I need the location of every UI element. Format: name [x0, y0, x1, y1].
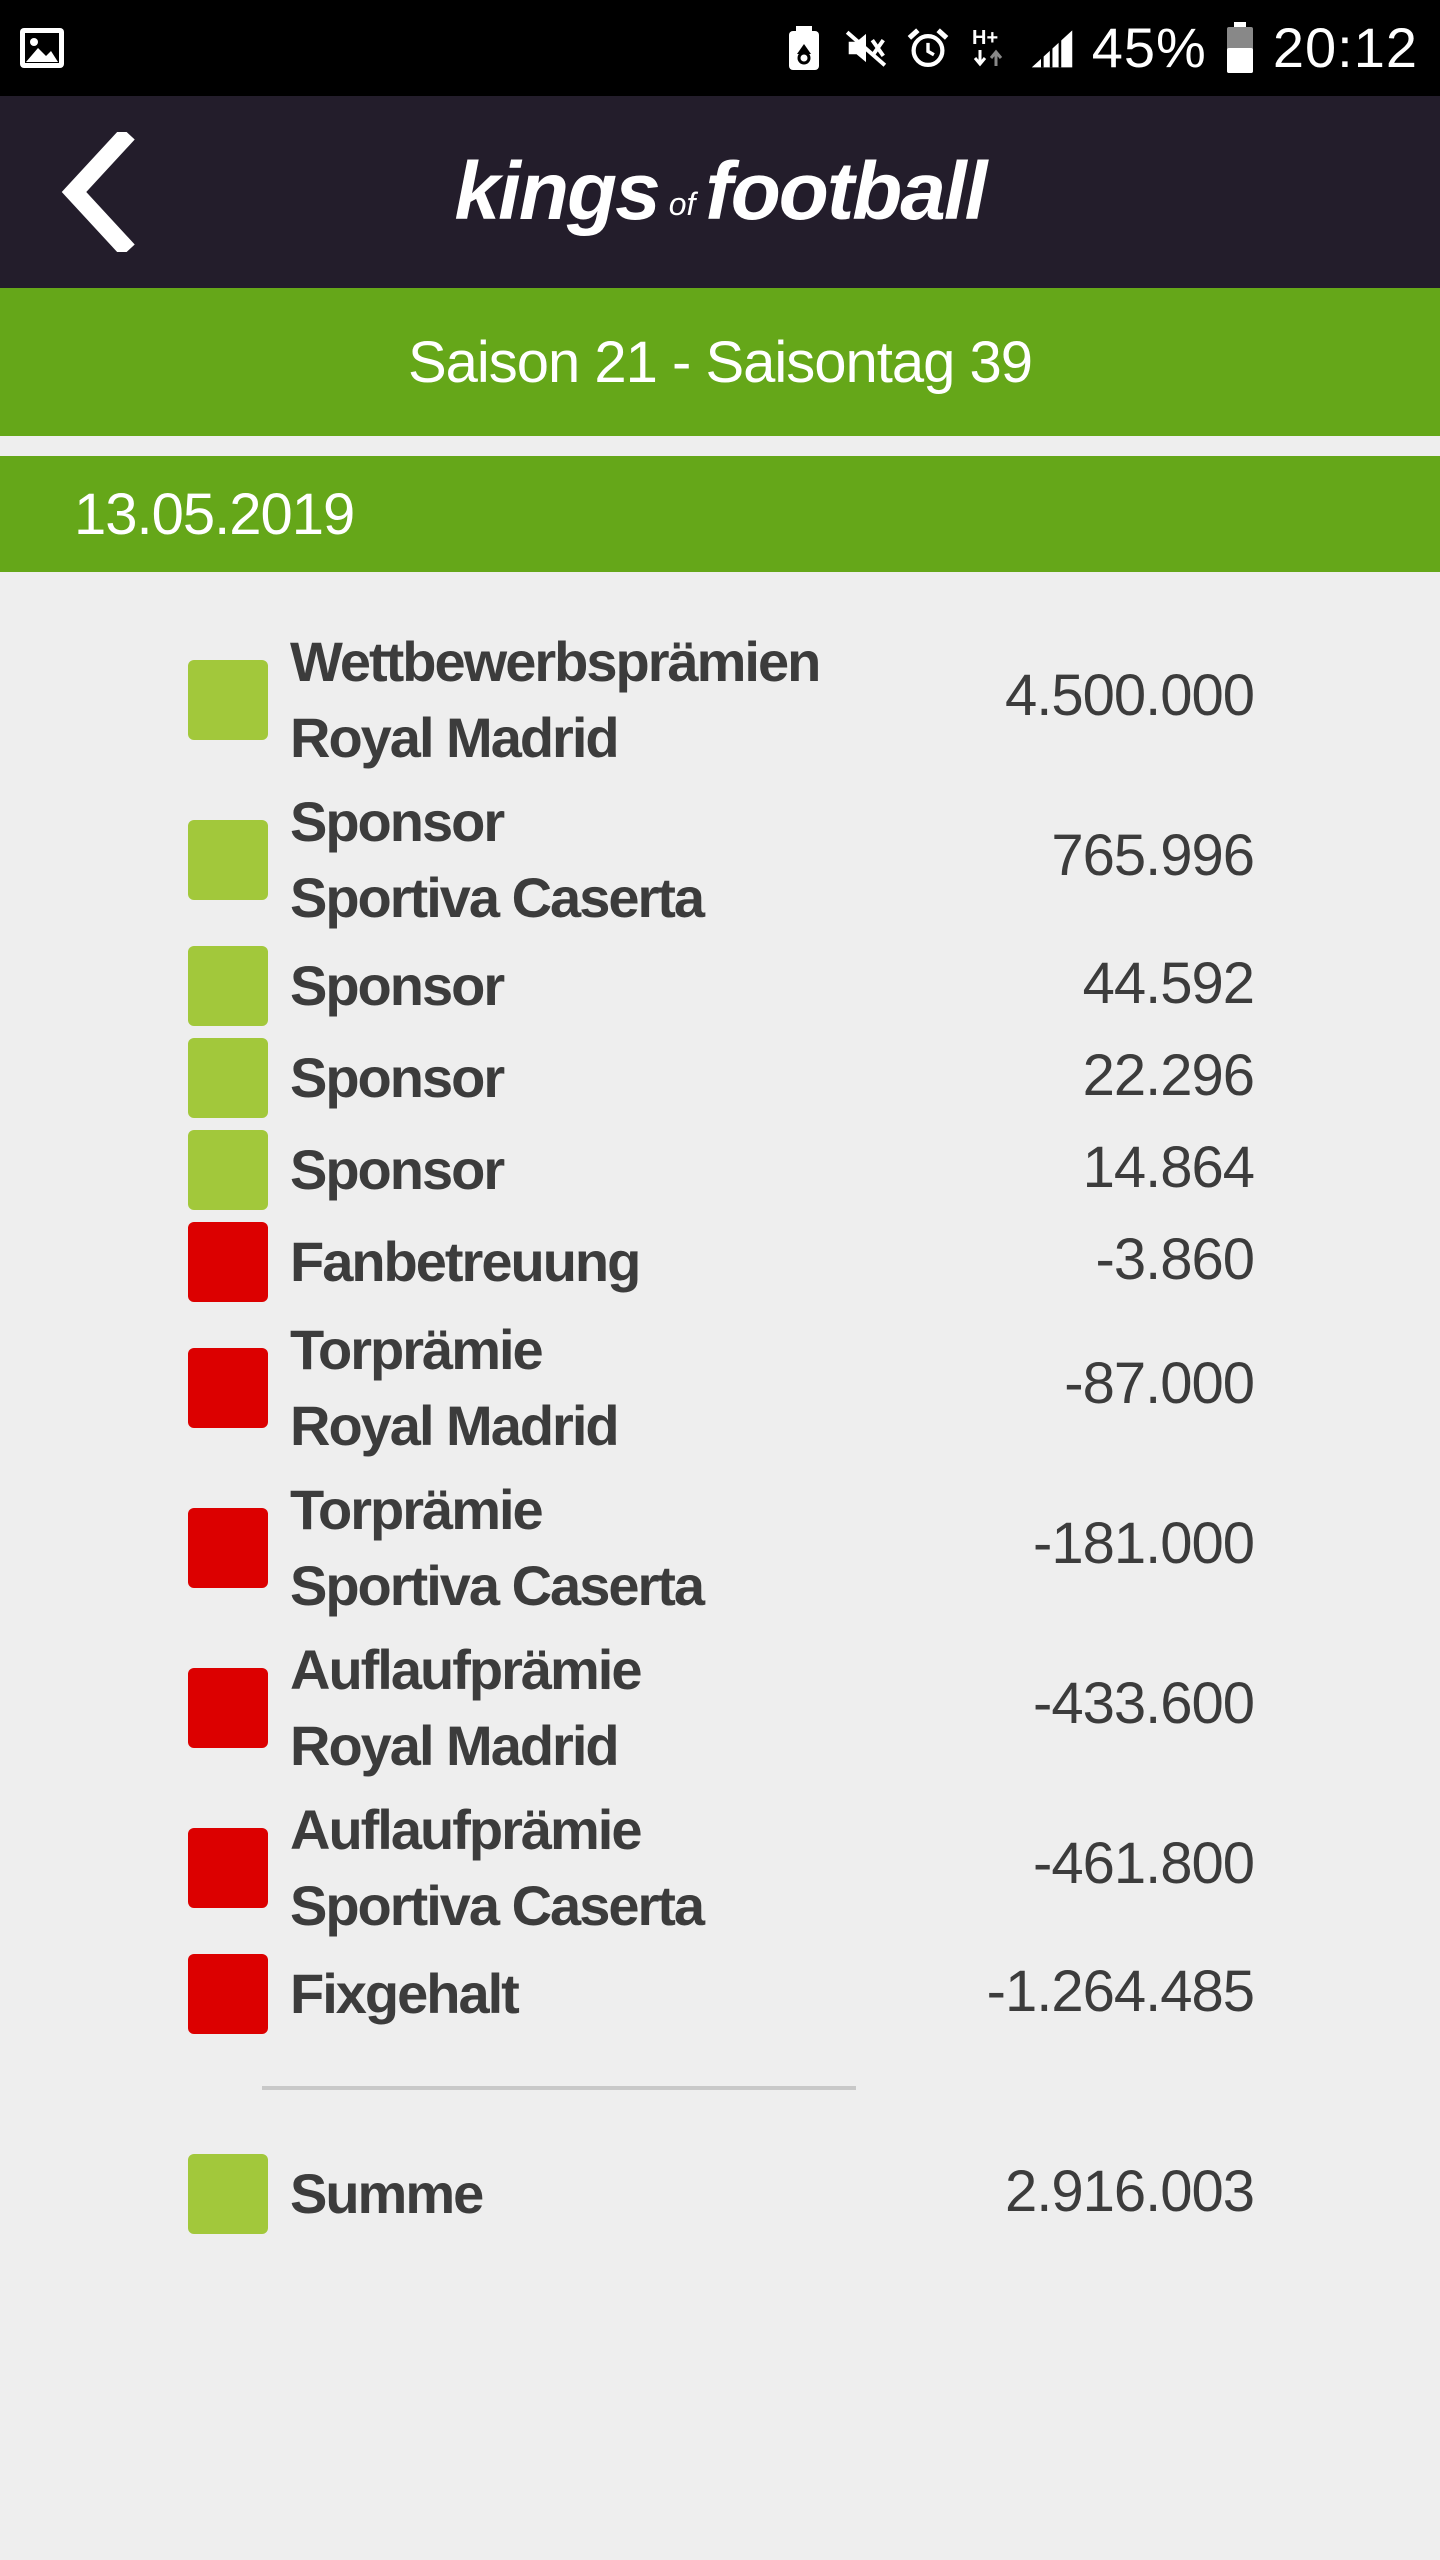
- entry-label: Sponsor: [290, 948, 505, 1024]
- entry-title: Torprämie: [290, 1478, 544, 1541]
- entry-title: Auflaufprämie: [290, 1638, 642, 1701]
- expense-marker: [188, 1668, 268, 1748]
- entry-label: Sponsor Sportiva Caserta: [290, 784, 705, 936]
- entry-label: Fanbetreuung: [290, 1224, 641, 1300]
- entry-label: Auflaufprämie Sportiva Caserta: [290, 1792, 705, 1944]
- entry-subtitle: Sportiva Caserta: [290, 866, 705, 929]
- expense-marker: [188, 1222, 268, 1302]
- entry-title: Torprämie: [290, 1318, 544, 1381]
- expense-marker: [188, 1508, 268, 1588]
- entry-title: Sponsor: [290, 790, 505, 853]
- sum-row: Summe 2.916.003: [0, 2148, 1440, 2240]
- entry-amount: -3.860: [1095, 1227, 1255, 1292]
- entry-amount: -461.800: [1033, 1831, 1255, 1896]
- income-marker: [188, 1130, 268, 1210]
- list-item: Torprämie Sportiva Caserta -181.000: [0, 1468, 1440, 1628]
- entry-subtitle: Royal Madrid: [290, 706, 620, 769]
- sum-divider: [262, 2086, 856, 2090]
- date-header: 13.05.2019: [0, 456, 1440, 572]
- list-item: Fanbetreuung -3.860: [0, 1216, 1440, 1308]
- logo-text-kings: kings: [454, 146, 661, 237]
- network-hplus-icon: H+: [968, 24, 1012, 72]
- list-item: Auflaufprämie Royal Madrid -433.600: [0, 1628, 1440, 1788]
- entry-label: Torprämie Sportiva Caserta: [290, 1472, 705, 1624]
- entry-amount: 14.864: [1082, 1135, 1255, 1200]
- list-item: Sponsor 44.592: [0, 940, 1440, 1032]
- gallery-icon: [18, 24, 66, 72]
- entry-subtitle: Royal Madrid: [290, 1394, 620, 1457]
- entry-label: Fixgehalt: [290, 1956, 520, 2032]
- income-marker: [188, 946, 268, 1026]
- sum-label: Summe: [290, 2156, 484, 2232]
- list-item: Sponsor Sportiva Caserta 765.996: [0, 780, 1440, 940]
- expense-marker: [188, 1348, 268, 1428]
- logo-text-of: of: [668, 185, 696, 222]
- app-header: kings of football: [0, 96, 1440, 288]
- clock: 20:12: [1272, 16, 1418, 79]
- entry-title: Fixgehalt: [290, 1962, 520, 2025]
- list-item: Sponsor 22.296: [0, 1032, 1440, 1124]
- entry-label: Torprämie Royal Madrid: [290, 1312, 620, 1464]
- entry-amount: -181.000: [1033, 1511, 1255, 1576]
- svg-text:H+: H+: [972, 27, 998, 49]
- list-item: Sponsor 14.864: [0, 1124, 1440, 1216]
- entry-label: Sponsor: [290, 1132, 505, 1208]
- back-button[interactable]: [40, 126, 160, 258]
- entry-title: Sponsor: [290, 954, 505, 1017]
- finance-list: Wettbewerbsprämien Royal Madrid 4.500.00…: [0, 620, 1440, 2040]
- entry-amount: 22.296: [1082, 1043, 1255, 1108]
- signal-icon: [1030, 24, 1074, 72]
- list-item: Fixgehalt -1.264.485: [0, 1948, 1440, 2040]
- entry-subtitle: Sportiva Caserta: [290, 1874, 705, 1937]
- sum-marker: [188, 2154, 268, 2234]
- list-item: Wettbewerbsprämien Royal Madrid 4.500.00…: [0, 620, 1440, 780]
- entry-title: Sponsor: [290, 1138, 505, 1201]
- chevron-left-icon: [61, 132, 135, 252]
- app-logo: kings of football: [0, 96, 1440, 288]
- recycle-battery-icon: [782, 24, 826, 72]
- list-item: Auflaufprämie Sportiva Caserta -461.800: [0, 1788, 1440, 1948]
- entry-title: Wettbewerbsprämien: [290, 630, 821, 693]
- battery-percent: 45%: [1091, 16, 1207, 79]
- entry-subtitle: Royal Madrid: [290, 1714, 620, 1777]
- status-bar: H+ 45% 20:12: [0, 0, 1440, 96]
- entry-amount: -87.000: [1064, 1351, 1255, 1416]
- logo-text-football: football: [705, 146, 987, 237]
- income-marker: [188, 660, 268, 740]
- entry-amount: 44.592: [1082, 951, 1255, 1016]
- sum-title: Summe: [290, 2162, 484, 2225]
- entry-amount: -1.264.485: [986, 1959, 1255, 2024]
- entry-title: Fanbetreuung: [290, 1230, 641, 1293]
- entry-amount: -433.600: [1033, 1671, 1255, 1736]
- sum-amount: 2.916.003: [1004, 2159, 1255, 2224]
- season-title-bar: Saison 21 - Saisontag 39: [0, 288, 1440, 436]
- season-title: Saison 21 - Saisontag 39: [407, 329, 1033, 395]
- entry-label: Auflaufprämie Royal Madrid: [290, 1632, 642, 1784]
- entry-label: Sponsor: [290, 1040, 505, 1116]
- entry-amount: 4.500.000: [1004, 663, 1255, 728]
- vibrate-mute-icon: [844, 24, 888, 72]
- entry-title: Auflaufprämie: [290, 1798, 643, 1861]
- battery-icon: [1225, 22, 1255, 73]
- entry-title: Sponsor: [290, 1046, 505, 1109]
- income-marker: [188, 820, 268, 900]
- entry-label: Wettbewerbsprämien Royal Madrid: [290, 624, 821, 776]
- entry-amount: 765.996: [1051, 823, 1255, 888]
- expense-marker: [188, 1954, 268, 2034]
- date-label: 13.05.2019: [74, 481, 355, 547]
- expense-marker: [188, 1828, 268, 1908]
- alarm-icon: [906, 24, 950, 72]
- income-marker: [188, 1038, 268, 1118]
- entry-subtitle: Sportiva Caserta: [290, 1554, 705, 1617]
- list-item: Torprämie Royal Madrid -87.000: [0, 1308, 1440, 1468]
